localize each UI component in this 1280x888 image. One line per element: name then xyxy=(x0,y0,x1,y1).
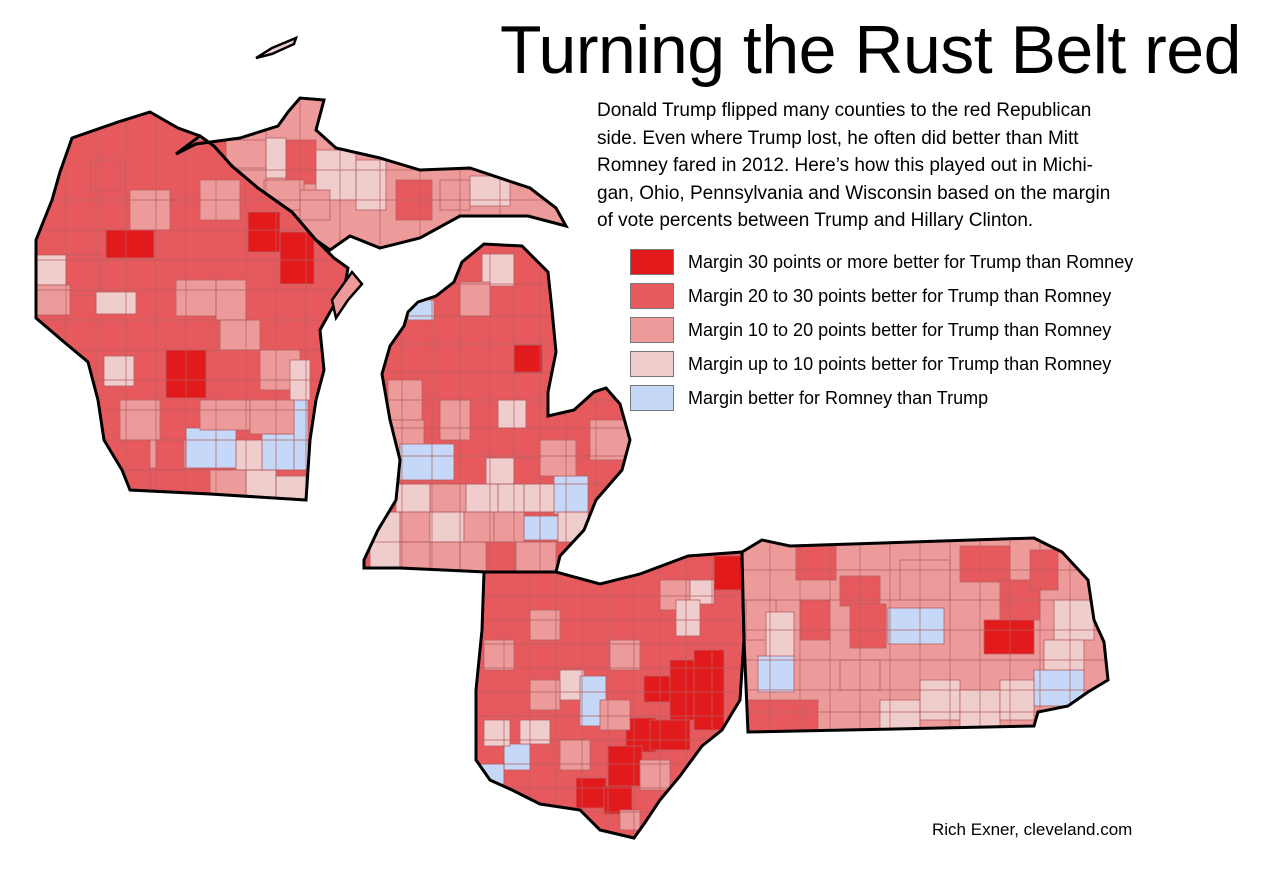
state-michigan-lower-peninsula xyxy=(364,244,630,572)
intro-line: Donald Trump flipped many counties to th… xyxy=(597,100,1092,121)
legend-label: Margin 20 to 30 points better for Trump … xyxy=(688,285,1112,306)
legend-swatch xyxy=(630,283,674,309)
legend-label: Margin up to 10 points better for Trump … xyxy=(688,353,1112,374)
legend-item: Margin 20 to 30 points better for Trump … xyxy=(630,279,1270,313)
legend-item: Margin 30 points or more better for Trum… xyxy=(630,245,1270,279)
intro-line: of vote percents between Trump and Hilla… xyxy=(597,210,1034,232)
intro-line: Romney fared in 2012. Here’s how this pl… xyxy=(597,155,1094,177)
isle-royale xyxy=(255,35,299,60)
credit-line: Rich Exner, cleveland.com xyxy=(932,820,1133,839)
legend-label: Margin better for Romney than Trump xyxy=(688,387,989,408)
legend-label: Margin 30 points or more better for Trum… xyxy=(688,251,1134,272)
legend-swatch xyxy=(630,351,674,377)
legend-swatch xyxy=(630,317,674,343)
legend-item: Margin better for Romney than Trump xyxy=(630,381,1270,415)
legend-item: Margin 10 to 20 points better for Trump … xyxy=(630,313,1270,347)
legend: Margin 30 points or more better for Trum… xyxy=(630,245,1270,415)
legend-swatch xyxy=(630,249,674,275)
map-title: Turning the Rust Belt red xyxy=(500,12,1241,88)
state-pennsylvania xyxy=(742,538,1108,732)
legend-label: Margin 10 to 20 points better for Trump … xyxy=(688,319,1112,340)
intro-line: gan, Ohio, Pennsylvania and Wisconsin ba… xyxy=(597,182,1111,204)
state-wisconsin xyxy=(36,112,348,500)
legend-swatch xyxy=(630,385,674,411)
state-ohio xyxy=(476,552,744,838)
intro-line: side. Even where Trump lost, he often di… xyxy=(597,127,1079,149)
intro-text: Donald Trump flipped many counties to th… xyxy=(597,97,1277,235)
legend-item: Margin up to 10 points better for Trump … xyxy=(630,347,1270,381)
